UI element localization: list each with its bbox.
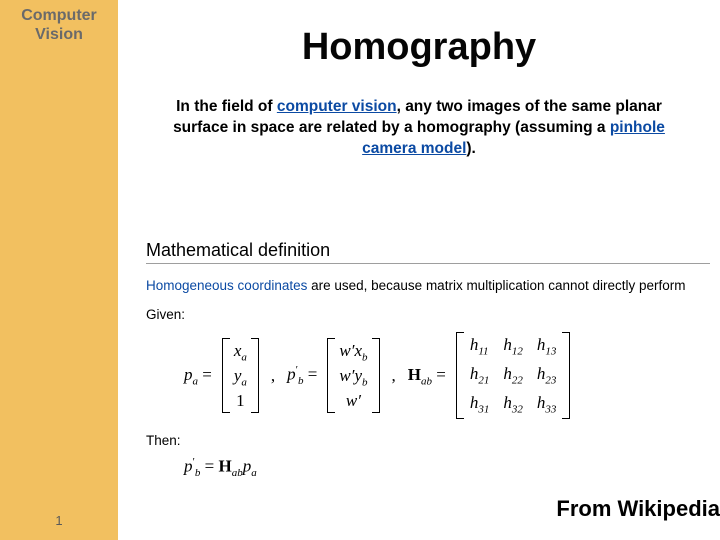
sidebar: Computer Vision 1 xyxy=(0,0,118,540)
math-section-title: Mathematical definition xyxy=(146,240,710,264)
intro-paragraph: In the field of computer vision, any two… xyxy=(118,97,720,160)
equation-definitions: pa = xa ya 1 , p′b = w′xb w′yb w′ xyxy=(184,332,720,419)
equation-relation: p′b = Habpa xyxy=(184,456,720,479)
page-title: Homography xyxy=(118,26,720,69)
hab-matrix: h11 h12 h13 h21 h22 h23 h31 h32 h33 xyxy=(456,332,571,419)
given-label: Given: xyxy=(146,307,720,322)
then-label: Then: xyxy=(146,433,720,448)
pbp-lhs: p′b = xyxy=(287,364,317,387)
math-region: Mathematical definition Homogeneous coor… xyxy=(146,240,720,479)
pa-vector: xa ya 1 xyxy=(222,338,259,414)
sidebar-title-line2: Vision xyxy=(35,26,83,43)
pbp-vector: w′xb w′yb w′ xyxy=(327,338,379,414)
hab-lhs: Hab = xyxy=(408,365,446,387)
link-computer-vision[interactable]: computer vision xyxy=(277,98,397,115)
page-number: 1 xyxy=(0,513,118,528)
comma2: , xyxy=(390,366,398,386)
link-homogeneous-coordinates[interactable]: Homogeneous coordinates xyxy=(146,278,307,293)
sidebar-title: Computer Vision xyxy=(0,0,118,44)
intro-suffix: ). xyxy=(466,140,475,157)
pa-lhs: pa = xyxy=(184,365,212,387)
homogeneous-line: Homogeneous coordinates are used, becaus… xyxy=(146,278,720,293)
content-area: Homography In the field of computer visi… xyxy=(118,0,720,540)
attribution: From Wikipedia xyxy=(556,496,720,522)
homogeneous-rest: are used, because matrix multiplication … xyxy=(307,278,685,293)
sidebar-title-line1: Computer xyxy=(21,7,97,24)
comma1: , xyxy=(269,366,277,386)
intro-prefix: In the field of xyxy=(176,98,277,115)
